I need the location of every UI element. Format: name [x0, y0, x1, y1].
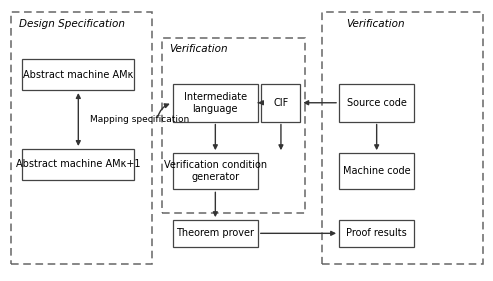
- Bar: [339, 84, 414, 122]
- Bar: [173, 153, 258, 189]
- Bar: [339, 220, 414, 247]
- Text: Verification condition
generator: Verification condition generator: [164, 160, 267, 182]
- Bar: [261, 84, 300, 122]
- Text: Intermediate
language: Intermediate language: [184, 92, 247, 114]
- Text: CIF: CIF: [273, 98, 288, 108]
- Text: Source code: Source code: [347, 98, 407, 108]
- Bar: [339, 153, 414, 189]
- Bar: [322, 12, 483, 264]
- Text: Design Specification: Design Specification: [19, 19, 125, 29]
- Text: Theorem prover: Theorem prover: [176, 228, 254, 238]
- Bar: [23, 149, 134, 180]
- Text: Verification: Verification: [347, 19, 405, 29]
- Text: Machine code: Machine code: [343, 166, 411, 176]
- Bar: [162, 38, 305, 213]
- Bar: [173, 84, 258, 122]
- Text: Abstract machine AMκ: Abstract machine AMκ: [23, 70, 134, 80]
- Bar: [173, 220, 258, 247]
- Text: Verification: Verification: [169, 44, 228, 54]
- Text: Abstract machine AMκ+1: Abstract machine AMκ+1: [16, 159, 141, 169]
- Text: Mapping specification: Mapping specification: [90, 115, 190, 124]
- Bar: [23, 59, 134, 90]
- Text: Proof results: Proof results: [346, 228, 407, 238]
- Bar: [11, 12, 152, 264]
